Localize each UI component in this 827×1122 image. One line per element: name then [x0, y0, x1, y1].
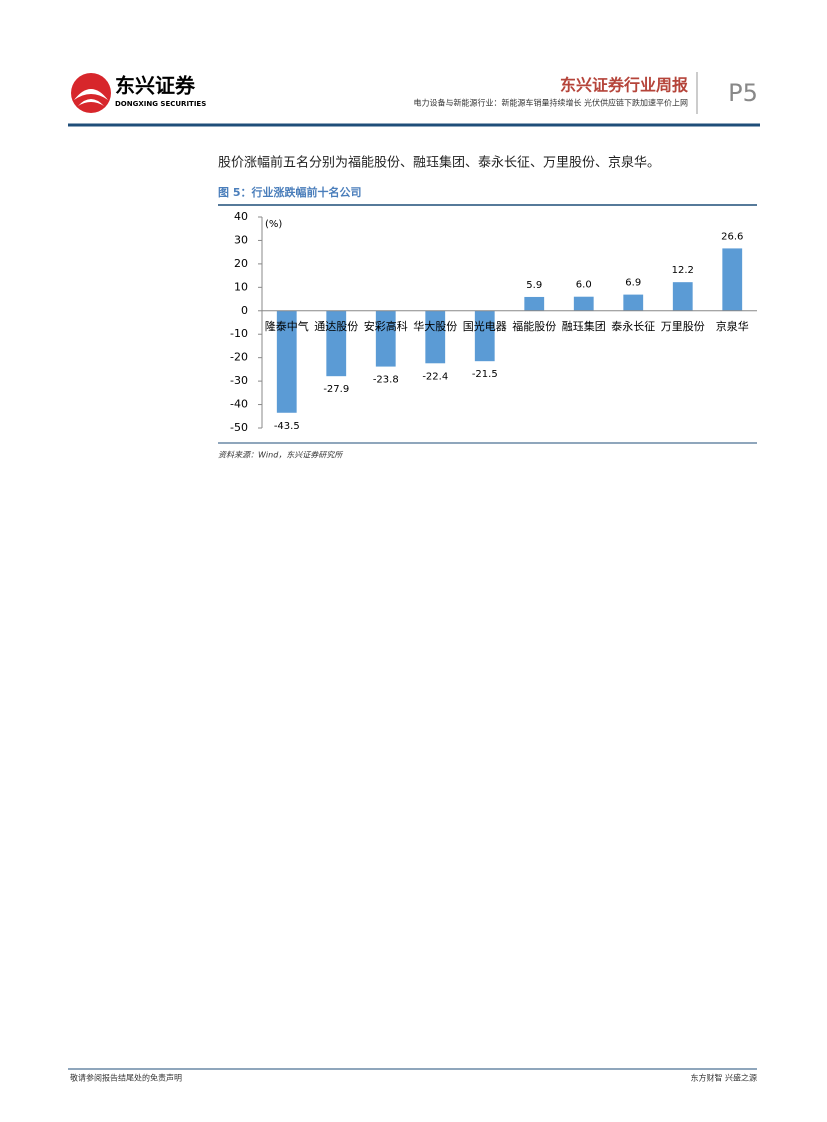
bar	[623, 294, 644, 311]
page-number: P5	[728, 79, 758, 107]
bar	[276, 310, 297, 413]
x-tick-label: 通达股份	[314, 320, 358, 333]
logo-shape	[74, 89, 108, 100]
y-tick-label: -30	[230, 374, 248, 387]
logo-en: DONGXING SECURITIES	[115, 100, 206, 108]
bar	[375, 310, 396, 367]
y-tick-label: -20	[230, 351, 248, 364]
x-tick-label: 安彩高科	[364, 319, 408, 333]
figure-title: 图 5：行业涨跌幅前十名公司	[218, 185, 361, 199]
y-tick-label: 0	[241, 304, 248, 317]
y-tick-label: 40	[234, 210, 248, 223]
x-tick-label: 国光电器	[463, 319, 507, 333]
bar	[573, 296, 594, 311]
data-label: 12.2	[672, 265, 694, 276]
report-title: 电力设备与新能源行业：新能源车销量持续增长 光伏供应链下跌加速平价上网	[413, 98, 688, 108]
paragraph: 股价涨幅前五名分别为福能股份、融珏集团、泰永长征、万里股份、京泉华。	[218, 155, 660, 171]
data-label: 26.6	[721, 231, 743, 242]
y-tick-label: -10	[230, 327, 248, 340]
logo-name: 东兴证券	[115, 74, 196, 98]
x-tick-label: 福能股份	[512, 319, 556, 333]
data-label: 6.9	[625, 278, 641, 289]
data-label: 5.9	[526, 280, 542, 291]
unit-label: (%)	[265, 219, 282, 230]
x-tick-label: 隆泰中气	[265, 319, 309, 333]
bar	[474, 310, 495, 362]
bar	[326, 310, 347, 377]
data-label: -21.5	[472, 369, 498, 380]
x-tick-label: 泰永长征	[611, 319, 655, 333]
y-tick-label: -40	[230, 398, 248, 411]
y-tick-label: 30	[234, 233, 248, 246]
logo	[71, 73, 111, 113]
data-label: 6.0	[576, 280, 592, 291]
data-label: -27.9	[323, 384, 349, 395]
y-tick-label: -50	[230, 421, 248, 434]
y-tick-label: 10	[234, 280, 248, 293]
y-tick-label: 20	[234, 257, 248, 270]
x-tick-label: 华大股份	[413, 319, 457, 333]
data-label: -43.5	[274, 421, 300, 432]
logo-shape	[78, 99, 104, 106]
bar	[722, 248, 743, 311]
footer-left: 敬请参阅报告结尾处的免责声明	[70, 1073, 182, 1083]
data-label: -22.4	[422, 371, 448, 382]
bar	[425, 310, 446, 364]
figure-source: 资料来源：Wind，东兴证券研究所	[218, 451, 344, 460]
data-label: -23.8	[373, 375, 399, 386]
x-tick-label: 万里股份	[661, 320, 705, 333]
bar	[672, 282, 693, 311]
x-tick-label: 融珏集团	[562, 319, 606, 333]
bar	[524, 296, 545, 311]
x-tick-label: 京泉华	[716, 319, 749, 333]
footer-right: 东方财智 兴盛之源	[690, 1073, 757, 1083]
report-type: 东兴证券行业周报	[560, 76, 688, 95]
